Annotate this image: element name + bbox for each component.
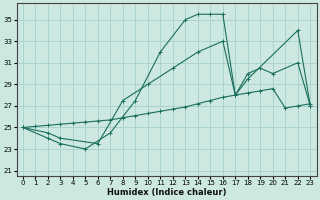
X-axis label: Humidex (Indice chaleur): Humidex (Indice chaleur) — [107, 188, 226, 197]
